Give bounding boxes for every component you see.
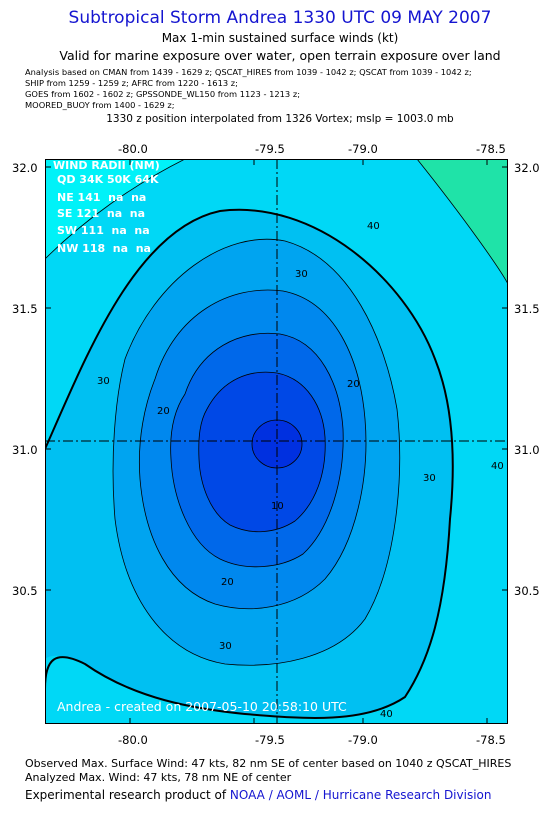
axis-ticks xyxy=(45,159,508,724)
contour-label: 10 xyxy=(271,501,284,512)
wind-contour-34kt xyxy=(45,208,454,719)
subtitle-exposure: Valid for marine exposure over water, op… xyxy=(59,48,501,63)
y-tick-right: 30.5 xyxy=(514,584,540,598)
y-tick-left: 31.0 xyxy=(12,443,38,457)
analysis-line: GOES from 1602 - 1602 z; GPSSONDE_WL150 … xyxy=(25,89,300,99)
x-tick-bottom: -79.0 xyxy=(348,733,378,747)
contour-label: 20 xyxy=(221,577,234,588)
y-tick-left: 32.0 xyxy=(12,161,38,175)
contour-label: 40 xyxy=(491,461,504,472)
contour-label: 20 xyxy=(157,406,170,417)
y-tick-left: 30.5 xyxy=(12,584,38,598)
position-note: 1330 z position interpolated from 1326 V… xyxy=(106,113,454,125)
x-tick-top: -79.0 xyxy=(348,142,378,156)
x-tick-bottom: -80.0 xyxy=(118,733,148,747)
contour-label: 30 xyxy=(219,641,232,652)
x-tick-top: -80.0 xyxy=(118,142,148,156)
x-tick-bottom: -79.5 xyxy=(255,733,285,747)
experimental-note: Experimental research product of NOAA / … xyxy=(25,788,491,802)
wind-radii-row: SW 111 na na xyxy=(57,224,150,237)
wind-radii-row: NW 118 na na xyxy=(57,242,151,255)
contour-label: 30 xyxy=(97,376,110,387)
contour-label: 40 xyxy=(380,709,393,720)
analysis-line: SHIP from 1259 - 1259 z; AFRC from 1220 … xyxy=(25,78,238,88)
map-credit: Andrea - created on 2007-05-10 20:58:10 … xyxy=(57,699,347,714)
wind-field-map: 40 30 30 20 20 10 20 30 30 40 40 WIND RA… xyxy=(45,159,508,724)
wind-radii-title: WIND RADII (NM) xyxy=(53,159,160,172)
observed-max-wind: Observed Max. Surface Wind: 47 kts, 82 n… xyxy=(25,757,512,770)
wind-radii-row: SE 121 na na xyxy=(57,207,145,220)
analysis-line: Analysis based on CMAN from 1439 - 1629 … xyxy=(25,67,472,77)
wind-radii-row: NE 141 na na xyxy=(57,191,146,204)
contour-label: 30 xyxy=(423,473,436,484)
wind-radii-header: QD 34K 50K 64K xyxy=(57,173,159,186)
y-tick-right: 31.5 xyxy=(514,302,540,316)
y-tick-left: 31.5 xyxy=(12,302,38,316)
x-tick-bottom: -78.5 xyxy=(476,733,506,747)
contour-label: 30 xyxy=(295,269,308,280)
map-frame xyxy=(45,159,508,724)
y-tick-right: 32.0 xyxy=(514,161,540,175)
x-tick-top: -79.5 xyxy=(255,142,285,156)
analyzed-max-wind: Analyzed Max. Wind: 47 kts, 78 nm NE of … xyxy=(25,771,292,784)
contour-label: 20 xyxy=(347,379,360,390)
subtitle-wind-type: Max 1-min sustained surface winds (kt) xyxy=(161,31,399,45)
experimental-label: Experimental research product of xyxy=(25,788,230,802)
contour-label: 40 xyxy=(367,221,380,232)
y-tick-right: 31.0 xyxy=(514,443,540,457)
analysis-line: MOORED_BUOY from 1400 - 1629 z; xyxy=(25,100,175,110)
x-tick-top: -78.5 xyxy=(476,142,506,156)
page-title: Subtropical Storm Andrea 1330 UTC 09 MAY… xyxy=(68,8,492,28)
noaa-link[interactable]: NOAA / AOML / Hurricane Research Divisio… xyxy=(229,788,492,802)
